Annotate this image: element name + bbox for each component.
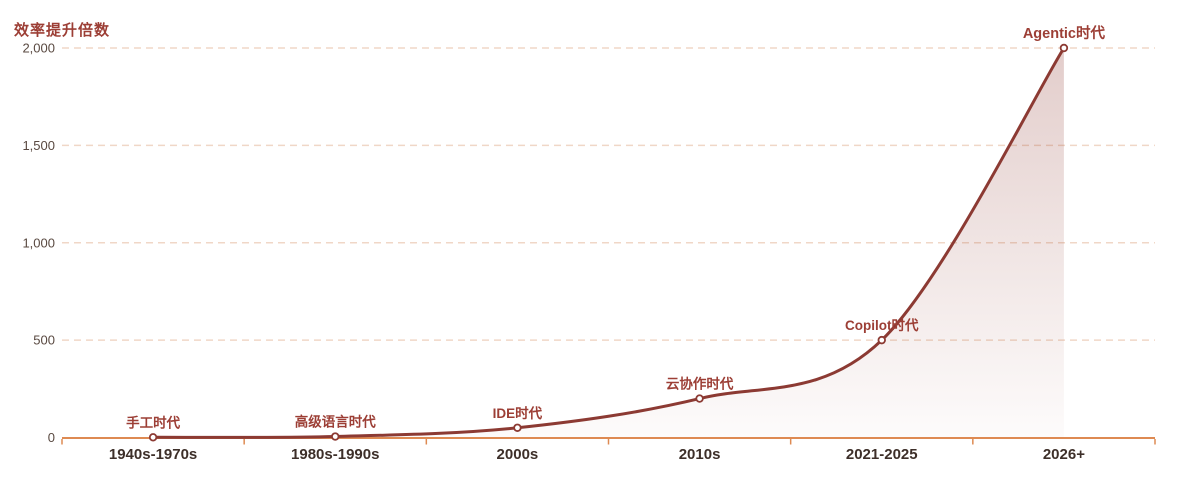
data-point-marker bbox=[877, 335, 886, 345]
data-point-marker bbox=[1059, 43, 1069, 53]
area-fill bbox=[153, 48, 1064, 438]
x-tick-label: 2026+ bbox=[1043, 446, 1085, 463]
series-line bbox=[151, 46, 1066, 439]
y-tick-label: 500 bbox=[33, 333, 55, 348]
y-tick-label: 1,000 bbox=[22, 235, 55, 250]
era-label: Agentic时代 bbox=[1023, 24, 1106, 42]
y-tick-label: 1,500 bbox=[22, 138, 55, 153]
x-tick-label: 2010s bbox=[679, 446, 721, 463]
x-tick-label: 1940s-1970s bbox=[109, 446, 197, 463]
era-label: 手工时代 bbox=[126, 414, 180, 430]
era-label: IDE时代 bbox=[493, 405, 543, 421]
data-point-marker bbox=[148, 433, 158, 442]
era-label: Copilot时代 bbox=[845, 317, 919, 333]
y-tick-label: 2,000 bbox=[22, 41, 55, 56]
data-point-marker bbox=[331, 432, 340, 441]
data-point-marker bbox=[513, 423, 522, 432]
era-label: 高级语言时代 bbox=[295, 414, 376, 430]
x-tick-label: 2021-2025 bbox=[846, 446, 918, 463]
chart-title: 效率提升倍数 bbox=[14, 22, 111, 39]
era-label: 云协作时代 bbox=[666, 376, 734, 392]
x-tick-label: 2000s bbox=[497, 446, 539, 463]
y-tick-label: 0 bbox=[48, 430, 55, 445]
data-point-marker bbox=[695, 394, 704, 403]
x-tick-label: 1980s-1990s bbox=[291, 446, 379, 463]
